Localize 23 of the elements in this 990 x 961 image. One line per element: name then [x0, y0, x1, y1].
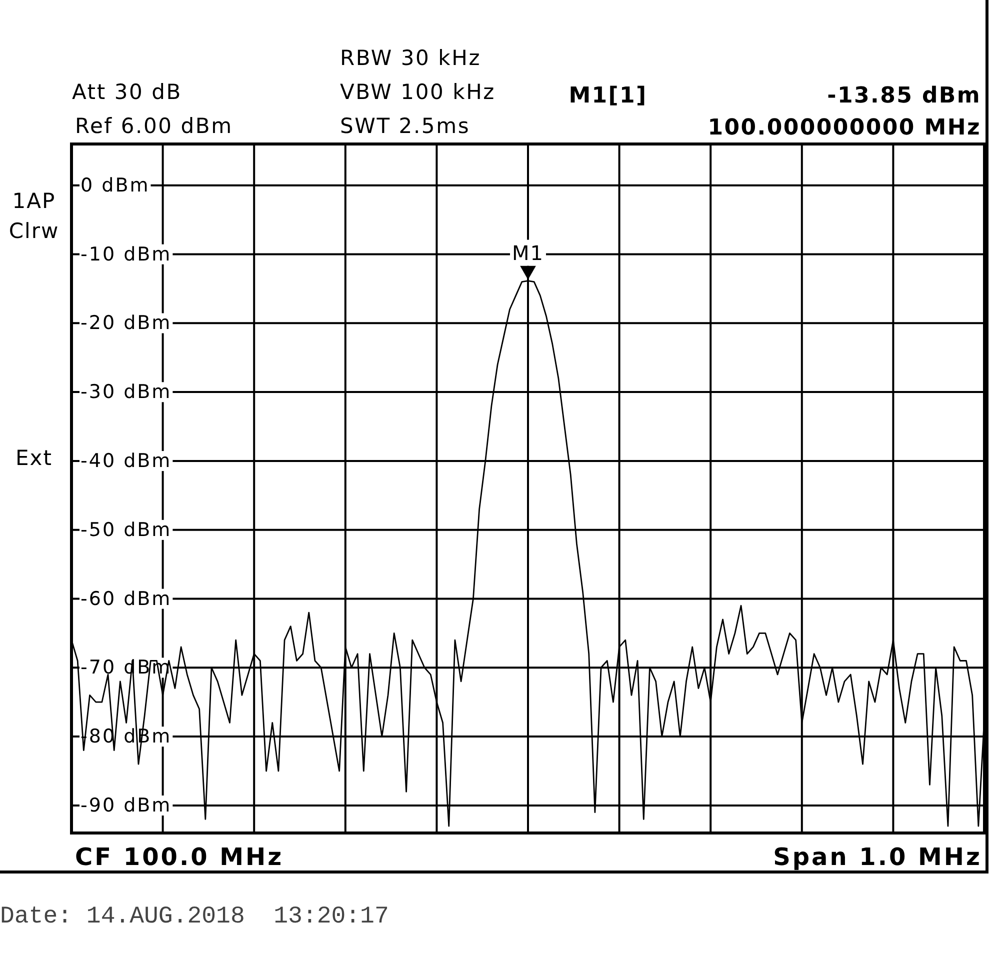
annotation: M1 — [512, 240, 544, 265]
y-tick-label: -20 dBm — [80, 312, 172, 334]
y-tick-label: -60 dBm — [80, 588, 172, 610]
y-tick-label: -10 dBm — [80, 243, 172, 266]
text: Att 30 dB — [72, 80, 182, 104]
text: Span 1.0 MHz — [773, 843, 982, 871]
y-tick-label: -50 dBm — [80, 518, 172, 541]
text: Date: 14.AUG.2018 13:20:17 — [0, 904, 389, 930]
text: VBW 100 kHz — [340, 80, 496, 104]
text: 1AP — [12, 189, 56, 213]
y-tick-label: -30 dBm — [80, 381, 172, 404]
text: RBW 30 kHz — [340, 46, 482, 70]
text: -13.85 dBm — [827, 84, 981, 108]
y-tick-label: 0 dBm — [80, 174, 150, 196]
text: SWT 2.5ms — [340, 114, 470, 138]
text: Ext — [16, 446, 52, 470]
text: Ref 6.00 dBm — [75, 114, 233, 138]
text: CF 100.0 MHz — [75, 843, 284, 871]
text: Clrw — [8, 219, 60, 243]
text: 100.000000000 MHz — [708, 116, 981, 140]
y-tick-label: -90 dBm — [80, 794, 172, 817]
y-tick-label: -40 dBm — [80, 450, 172, 472]
text: M1[1] — [568, 84, 648, 108]
